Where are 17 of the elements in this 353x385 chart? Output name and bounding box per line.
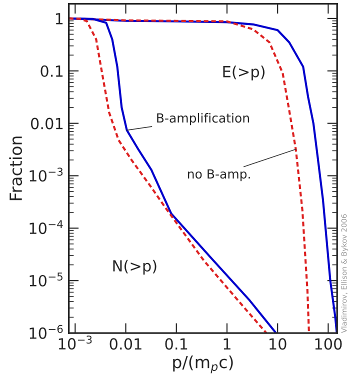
x-tick-label: 0.01: [110, 338, 142, 350]
x-tick-label: 100: [315, 338, 342, 350]
y-tick-label: 0.01: [30, 118, 63, 130]
x-axis-title: p/(m$_{p}$c): [173, 355, 233, 374]
x-tick-label: 10: [270, 338, 286, 350]
annotation: E(>p): [223, 66, 265, 80]
x-tick-label: 0.1: [165, 338, 188, 350]
y-tick-label: 1: [56, 13, 63, 24]
y-tick-label: 10$^{−5}$: [30, 272, 62, 287]
y-tick-label: 10$^{−4}$: [30, 220, 63, 234]
x-tick-label: 1: [224, 338, 230, 350]
annotation: no B-amp.: [188, 169, 250, 182]
y-tick-label: 10$^{−3}$: [30, 168, 63, 182]
y-axis-title: Fraction: [9, 136, 22, 200]
annotation: N(>p): [113, 260, 156, 275]
annotation: B-amplification: [157, 113, 249, 126]
y-tick-label: 0.1: [40, 65, 63, 77]
